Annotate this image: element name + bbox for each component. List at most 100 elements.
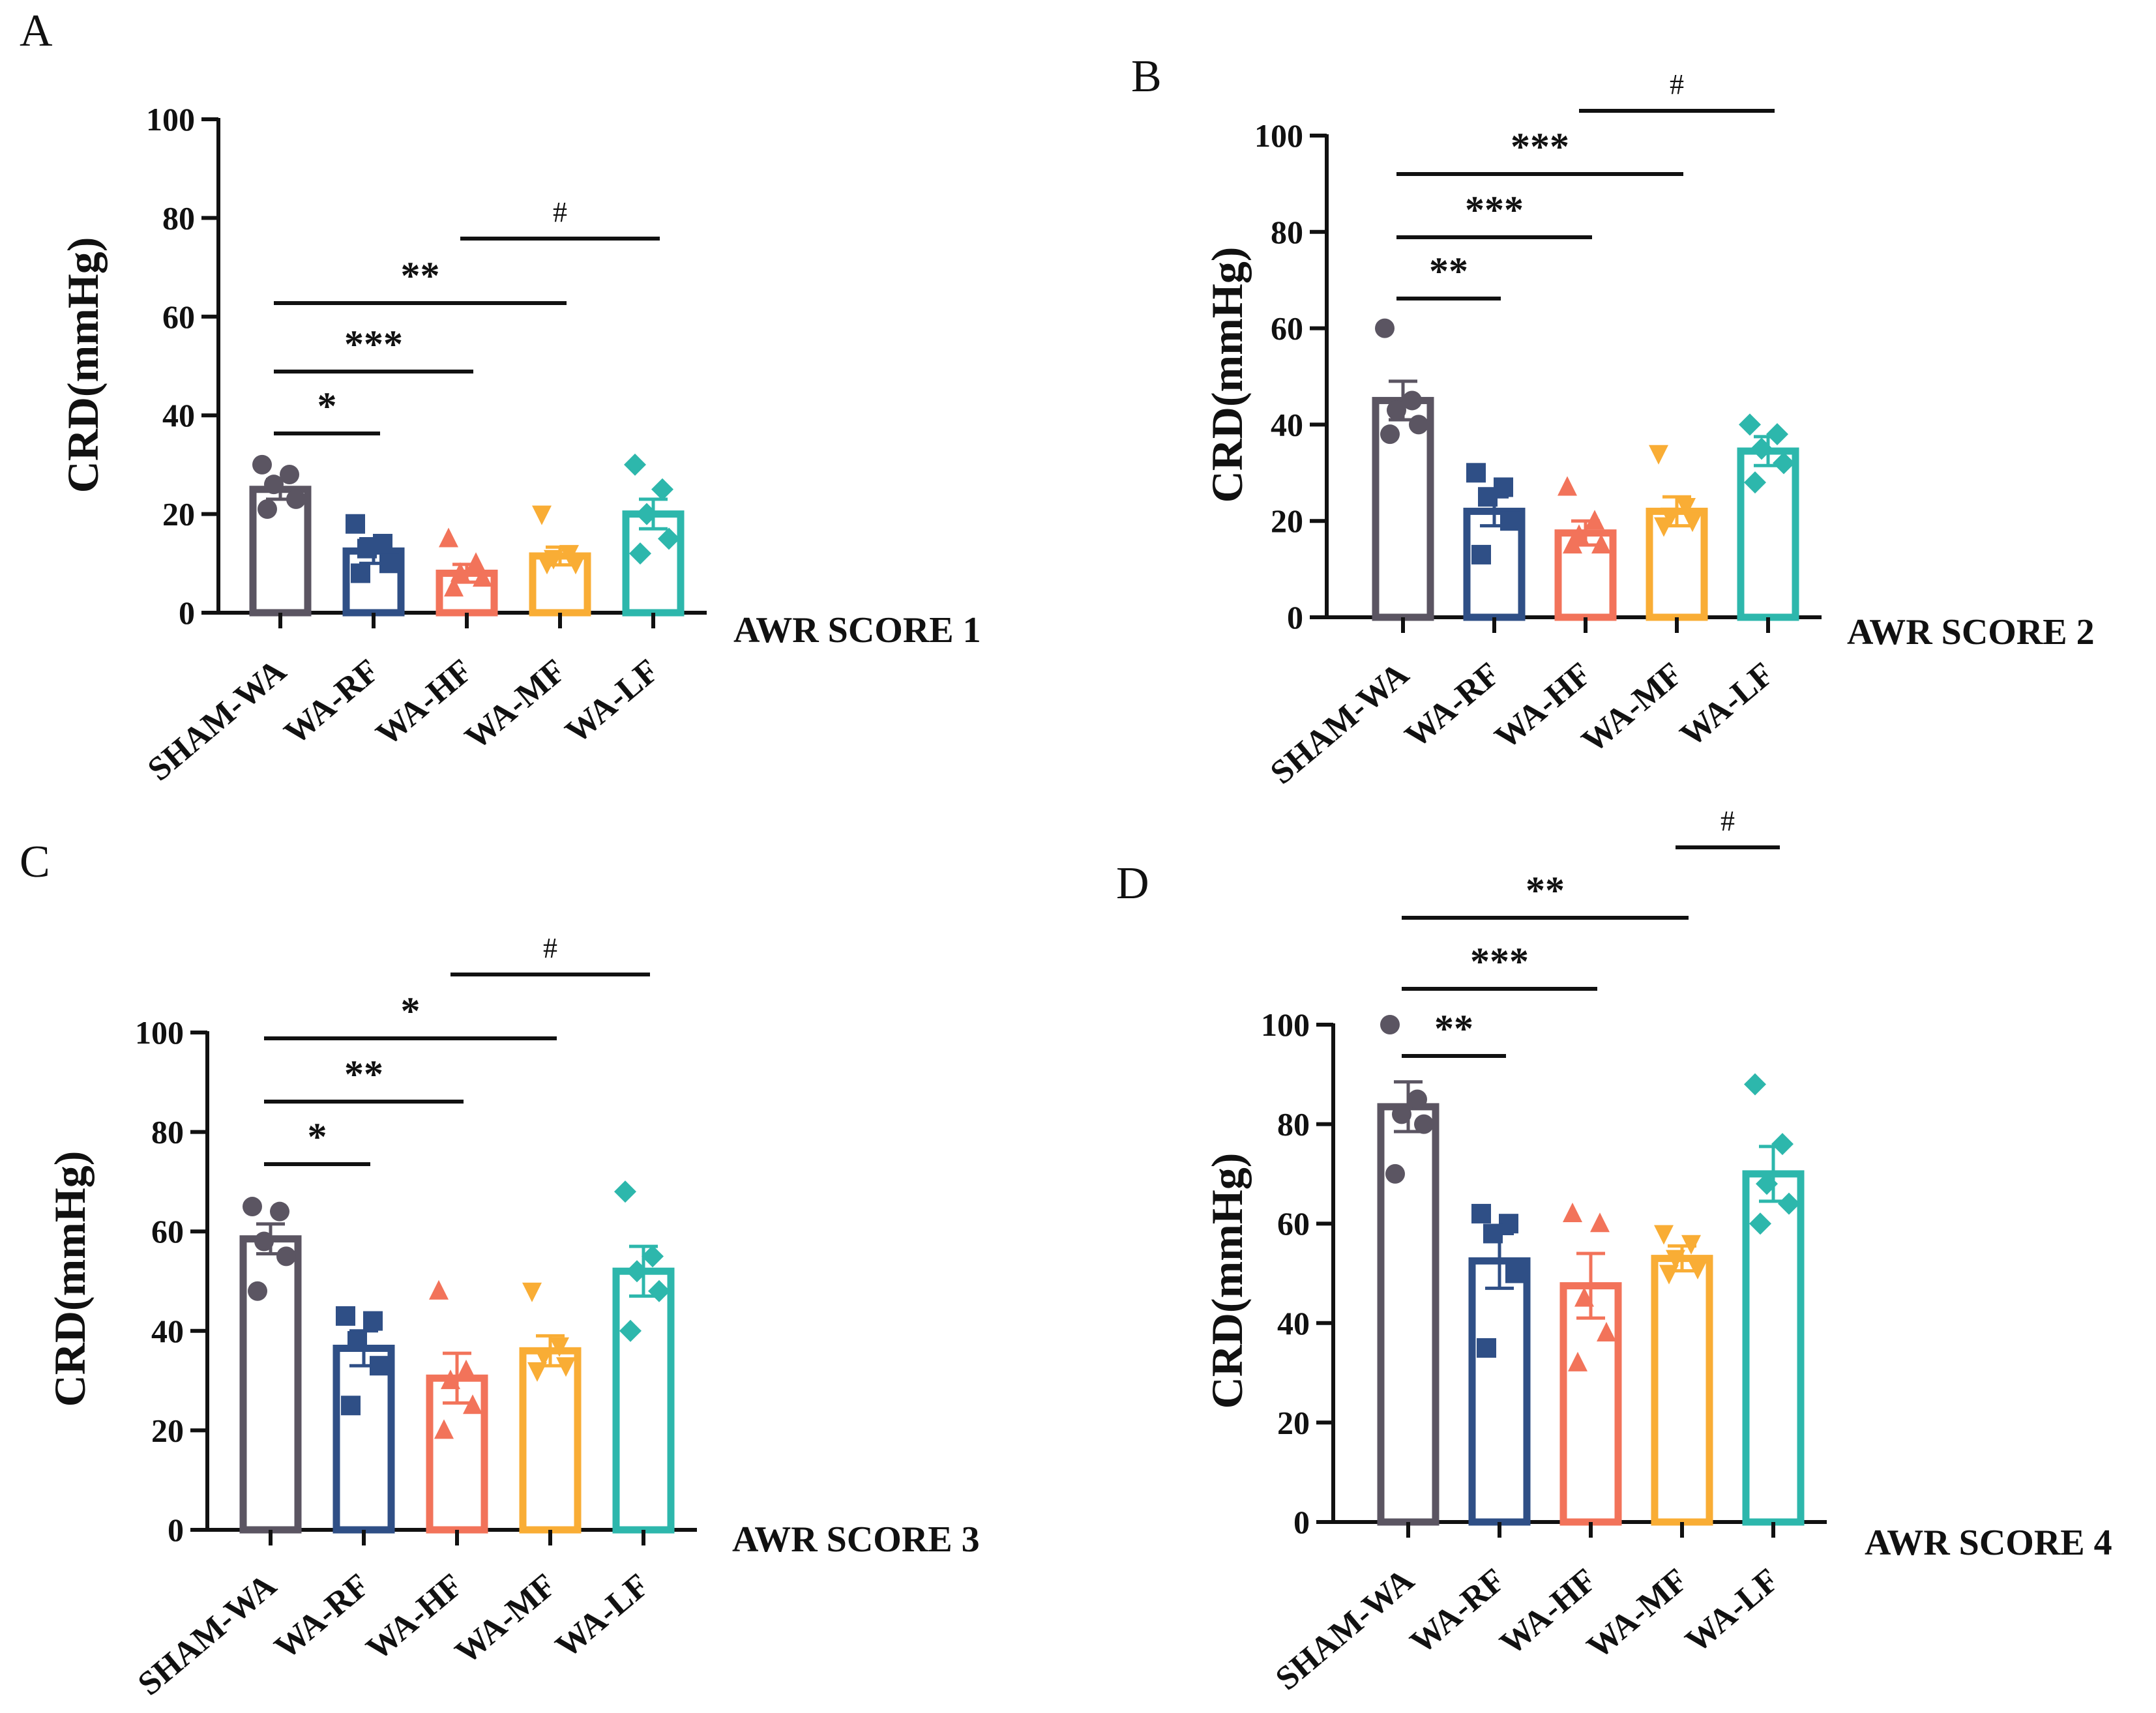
y-tick-label: 20 bbox=[1271, 503, 1303, 539]
bar-group-wa-mf bbox=[1646, 445, 1708, 621]
bar bbox=[1651, 1255, 1713, 1526]
data-point bbox=[363, 1311, 383, 1331]
bar-group-wa-rf bbox=[1468, 1203, 1531, 1526]
data-point bbox=[1414, 1114, 1434, 1134]
y-tick-label: 60 bbox=[162, 299, 195, 335]
data-point bbox=[370, 1356, 389, 1376]
y-tick-label: 40 bbox=[151, 1313, 184, 1349]
data-point bbox=[1380, 1015, 1400, 1034]
data-point bbox=[1744, 471, 1766, 494]
category-label: WA-HF bbox=[359, 1567, 469, 1668]
data-point bbox=[351, 563, 370, 583]
data-point bbox=[434, 1419, 454, 1439]
bar-group-wa-hf bbox=[426, 1280, 488, 1534]
data-point bbox=[1574, 1287, 1594, 1307]
data-point bbox=[1483, 1223, 1503, 1244]
data-point bbox=[1778, 1192, 1800, 1215]
data-point bbox=[1771, 1133, 1794, 1156]
data-point bbox=[559, 545, 579, 565]
significance-label: # bbox=[1670, 68, 1684, 100]
significance-label: ** bbox=[344, 1053, 383, 1096]
bar-group-wa-rf bbox=[332, 1306, 395, 1534]
data-point bbox=[1375, 318, 1395, 338]
bar bbox=[1468, 1257, 1531, 1526]
y-tick-label: 40 bbox=[162, 397, 195, 433]
bar-group-sham-wa bbox=[239, 1197, 302, 1534]
data-point bbox=[441, 1369, 460, 1390]
panel-letter: A bbox=[20, 6, 53, 56]
y-tick-label: 80 bbox=[1277, 1106, 1310, 1143]
data-point bbox=[1666, 1250, 1685, 1270]
data-point bbox=[566, 555, 585, 575]
y-axis-title: CRD(mmHg) bbox=[58, 237, 108, 493]
y-tick-label: 80 bbox=[151, 1114, 184, 1150]
panel-c: C 0 20 40 60 80 100 CRD(mmHg) AWR SCORE 3 SHAM-WA… bbox=[20, 837, 980, 1703]
significance-label: * bbox=[317, 385, 337, 428]
data-point bbox=[629, 542, 651, 565]
data-point bbox=[1649, 445, 1668, 465]
bar-group-wa-mf bbox=[519, 1282, 582, 1534]
data-point bbox=[1466, 463, 1486, 483]
awr-score-label: AWR SCORE 2 bbox=[1847, 612, 2095, 652]
bar-group-wa-hf bbox=[436, 527, 498, 617]
y-tick-label: 0 bbox=[179, 594, 195, 631]
data-point bbox=[651, 478, 673, 501]
data-point bbox=[1597, 1322, 1616, 1342]
y-tick-label: 40 bbox=[1277, 1305, 1310, 1341]
data-point bbox=[466, 552, 486, 572]
data-point bbox=[1676, 498, 1696, 518]
data-point bbox=[1558, 476, 1577, 496]
data-point bbox=[658, 527, 680, 550]
panel-a: A 0 20 40 60 80 100 CRD(mmHg) AWR SCORE 1 SHAM-WA… bbox=[20, 6, 981, 788]
data-point bbox=[1749, 1212, 1771, 1235]
data-point bbox=[1380, 424, 1400, 445]
data-point bbox=[379, 553, 399, 574]
data-point bbox=[537, 555, 557, 575]
data-point bbox=[1591, 534, 1611, 554]
bar bbox=[1559, 1282, 1622, 1526]
significance-label: * bbox=[401, 989, 421, 1032]
data-point bbox=[648, 1280, 670, 1302]
significance-label: *** bbox=[1465, 188, 1524, 231]
data-point bbox=[450, 562, 470, 582]
bar-group-sham-wa bbox=[1377, 1015, 1440, 1526]
data-point bbox=[243, 1197, 262, 1217]
category-label: WA-LF bbox=[559, 652, 666, 751]
y-tick-label: 60 bbox=[151, 1213, 184, 1250]
y-tick-label: 20 bbox=[1277, 1404, 1310, 1441]
bar-group-wa-lf bbox=[622, 453, 685, 617]
y-tick-label: 60 bbox=[1277, 1205, 1310, 1242]
data-point bbox=[556, 1357, 576, 1377]
data-point bbox=[636, 503, 658, 525]
data-point bbox=[1756, 1173, 1778, 1195]
data-point bbox=[1568, 1351, 1587, 1371]
data-point bbox=[1590, 1212, 1610, 1233]
data-point bbox=[1402, 390, 1422, 411]
bar-group-sham-wa bbox=[249, 454, 312, 617]
data-point bbox=[642, 1245, 664, 1268]
data-point bbox=[614, 1180, 636, 1203]
data-point bbox=[1477, 1338, 1496, 1358]
significance-label: *** bbox=[344, 323, 403, 366]
data-point bbox=[280, 465, 299, 485]
bar bbox=[519, 1347, 582, 1534]
data-point bbox=[357, 538, 377, 559]
data-point bbox=[534, 1347, 554, 1367]
y-tick-label: 40 bbox=[1271, 406, 1303, 443]
y-axis-title: CRD(mmHg) bbox=[1202, 1153, 1252, 1409]
awr-score-label: AWR SCORE 1 bbox=[733, 610, 981, 651]
significance-label: # bbox=[553, 196, 567, 228]
data-point bbox=[619, 1319, 642, 1342]
category-label: WA-MF bbox=[449, 1567, 563, 1672]
significance-label: ** bbox=[1434, 1007, 1473, 1050]
data-point bbox=[264, 475, 284, 495]
bar-group-wa-hf bbox=[1559, 1202, 1622, 1526]
data-point bbox=[1563, 534, 1582, 554]
data-point bbox=[456, 1359, 476, 1379]
y-axis-title: CRD(mmHg) bbox=[45, 1151, 95, 1407]
category-label: WA-RF bbox=[1398, 656, 1507, 755]
data-point bbox=[626, 1260, 648, 1283]
data-point bbox=[1385, 1164, 1405, 1184]
awr-score-label: AWR SCORE 4 bbox=[1865, 1523, 2112, 1563]
significance-label: * bbox=[308, 1115, 327, 1158]
